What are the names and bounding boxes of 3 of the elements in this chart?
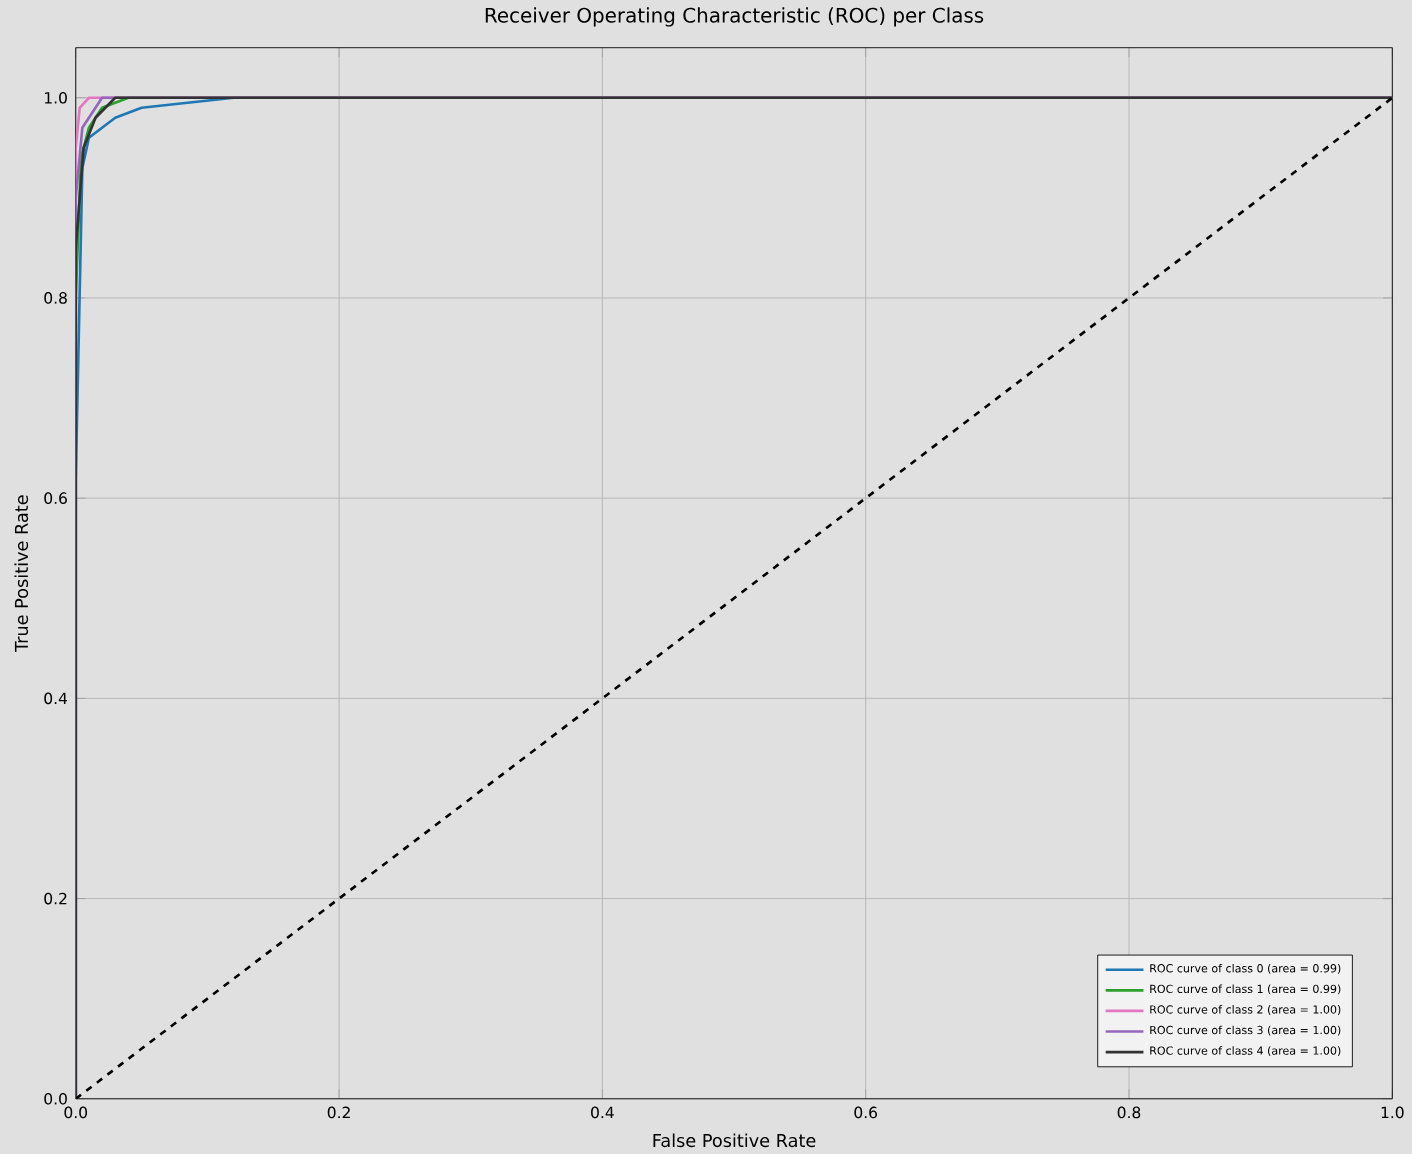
y-axis-title: True Positive Rate xyxy=(14,495,29,652)
x-axis-title: False Positive Rate xyxy=(653,1133,816,1147)
chart-title: Receiver Operating Characteristic (ROC) per Class xyxy=(485,7,984,27)
